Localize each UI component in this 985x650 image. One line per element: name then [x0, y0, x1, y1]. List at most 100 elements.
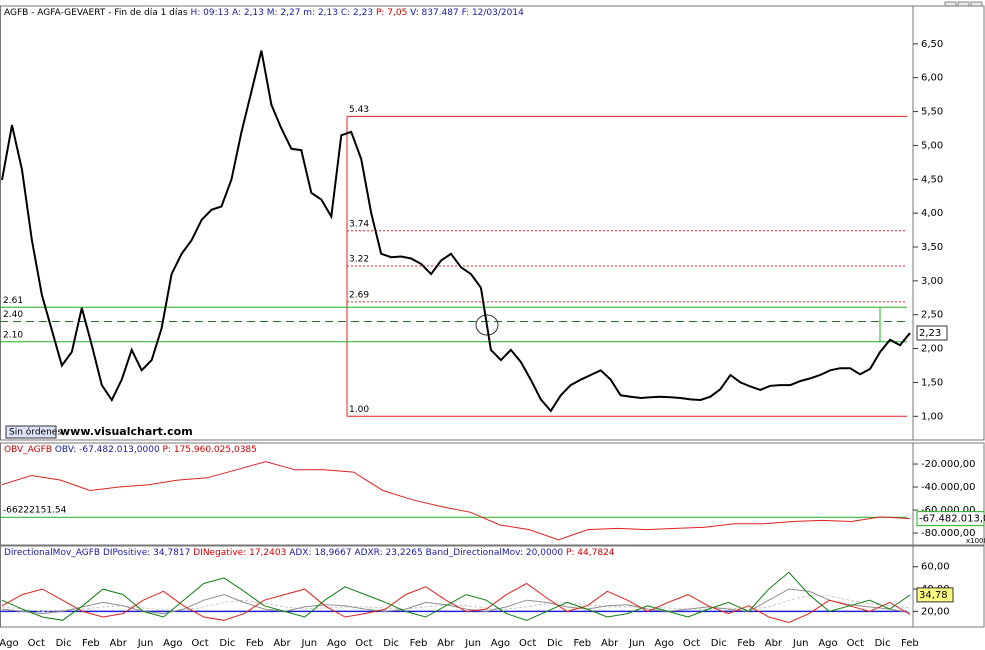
panel-header: AGFB - AGFA-GEVAERT - Fin de día 1 días … — [4, 8, 524, 18]
x-tick-label: Abr — [765, 638, 783, 649]
fib-line-label: 1.00 — [349, 405, 369, 415]
header-item: M: 2,27 — [267, 8, 304, 18]
header-item: P: 44,7824 — [566, 548, 615, 558]
y-tick-label: 2,50 — [921, 310, 943, 321]
header-item: A: 2,13 — [232, 8, 267, 18]
x-tick-label: Oct — [191, 638, 208, 649]
x-tick-label: Dic — [219, 638, 235, 649]
y-tick-label: -40.000,00 — [921, 482, 976, 493]
x-tick-label: Feb — [737, 638, 755, 649]
x-tick-label: Jun — [464, 638, 481, 649]
x-tick-label: Ago — [0, 638, 19, 649]
header-item: P: 7,05 — [376, 8, 410, 18]
last-value-label: 34,78 — [919, 590, 948, 601]
x-tick-label: Feb — [246, 638, 264, 649]
x-tick-label: Ago — [818, 638, 837, 649]
header-item: ADX: 18,9667 — [289, 548, 354, 558]
y-tick-label: -60.000,00 — [921, 505, 976, 516]
y-tick-label: -80.000,00 — [921, 528, 976, 539]
x-tick-label: Jun — [628, 638, 645, 649]
panel-header: DirectionalMov_AGFB DIPositive: 34,7817 … — [4, 548, 615, 558]
x-tick-label: Dic — [56, 638, 72, 649]
axis-area — [912, 5, 985, 441]
x-tick-label: Dic — [875, 638, 891, 649]
y-tick-label: 2,00 — [921, 344, 943, 355]
header-item: Band_DirectionalMov: 20,0000 — [426, 548, 566, 558]
x-tick-label: Oct — [519, 638, 536, 649]
header-item: DIPositive: 34,7817 — [103, 548, 193, 558]
y-tick-label: 6,00 — [921, 73, 943, 84]
status-text: Sin órdenes — [9, 427, 62, 438]
y-tick-label: 5,50 — [921, 107, 943, 118]
last-value-label: -67.482.013,00 — [919, 514, 985, 525]
x-tick-label: Abr — [110, 638, 128, 649]
x-tick-label: Oct — [28, 638, 45, 649]
obv-level-label: -66222151.54 — [3, 506, 67, 516]
panel-header: OBV_AGFB OBV: -67.482.013,0000 P: 175.96… — [4, 445, 257, 455]
y-tick-label: 6,50 — [921, 39, 943, 50]
x-tick-label: Oct — [355, 638, 372, 649]
header-item: V: 837.487 — [410, 8, 461, 18]
last-value-label: 2,23 — [919, 328, 941, 339]
y-tick-label: 5,00 — [921, 140, 943, 151]
y-tick-label: 4,00 — [921, 208, 943, 219]
status-box — [5, 425, 57, 439]
header-item: m: 2,13 — [303, 8, 341, 18]
y-tick-label: 3,50 — [921, 242, 943, 253]
series-line — [1, 50, 911, 413]
header-item: C: 2,23 — [341, 8, 376, 18]
x-tick-label: Ago — [491, 638, 510, 649]
x-tick-label: Jun — [137, 638, 154, 649]
x-tick-label: Abr — [437, 638, 455, 649]
y-tick-label: -20.000,00 — [921, 459, 976, 470]
highlight-circle — [475, 314, 499, 336]
x-tick-label: Feb — [573, 638, 591, 649]
axis-area — [912, 545, 985, 628]
y-tick-label: 3,00 — [921, 276, 943, 287]
support-line-label: 2.61 — [3, 296, 23, 306]
last-value-box — [916, 325, 948, 341]
y-tick-label: 1,50 — [921, 377, 943, 388]
header-item: ADXR: 23,2265 — [354, 548, 425, 558]
scale-note: x1000 — [966, 537, 985, 545]
x-tick-label: Feb — [82, 638, 100, 649]
support-line-label: 2.40 — [3, 310, 23, 320]
x-tick-label: Ago — [327, 638, 346, 649]
y-tick-label: 4,50 — [921, 174, 943, 185]
x-tick-label: Oct — [683, 638, 700, 649]
watermark: www.visualchart.com — [60, 425, 193, 438]
x-tick-label: Ago — [655, 638, 674, 649]
x-tick-label: Dic — [711, 638, 727, 649]
header-item: OBV: -67.482.013,0000 — [55, 445, 163, 455]
x-tick-label: Feb — [901, 638, 919, 649]
support-line-label: 2.10 — [3, 330, 23, 340]
x-tick-label: Oct — [847, 638, 864, 649]
x-tick-label: Feb — [410, 638, 428, 649]
header-item: P: 175.960.025,0385 — [163, 445, 257, 455]
header-item: DINegative: 17,2403 — [193, 548, 289, 558]
last-value-box — [916, 587, 954, 603]
header-item: H: 09:13 — [190, 8, 231, 18]
x-tick-label: Abr — [601, 638, 619, 649]
x-tick-label: Ago — [163, 638, 182, 649]
series-line — [1, 461, 911, 541]
y-tick-label: 60,00 — [921, 562, 950, 573]
fib-line-label: 2.69 — [349, 290, 369, 300]
header-item: F: 12/03/2014 — [462, 8, 525, 18]
x-tick-label: Dic — [383, 638, 399, 649]
series-line — [1, 588, 911, 615]
fib-line-label: 3.22 — [349, 254, 369, 264]
header-item: AGFB - AGFA-GEVAERT - Fin de día 1 días — [4, 8, 190, 18]
header-item: DirectionalMov_AGFB — [4, 548, 103, 558]
y-tick-label: 1,00 — [921, 411, 943, 422]
last-value-box — [916, 511, 985, 527]
x-tick-label: Jun — [792, 638, 809, 649]
header-item: OBV_AGFB — [4, 445, 55, 455]
y-tick-label: 20,00 — [921, 606, 950, 617]
x-tick-label: Dic — [547, 638, 563, 649]
fib-line-label: 5.43 — [349, 105, 369, 115]
series-line — [1, 582, 911, 624]
x-tick-label: Abr — [273, 638, 291, 649]
